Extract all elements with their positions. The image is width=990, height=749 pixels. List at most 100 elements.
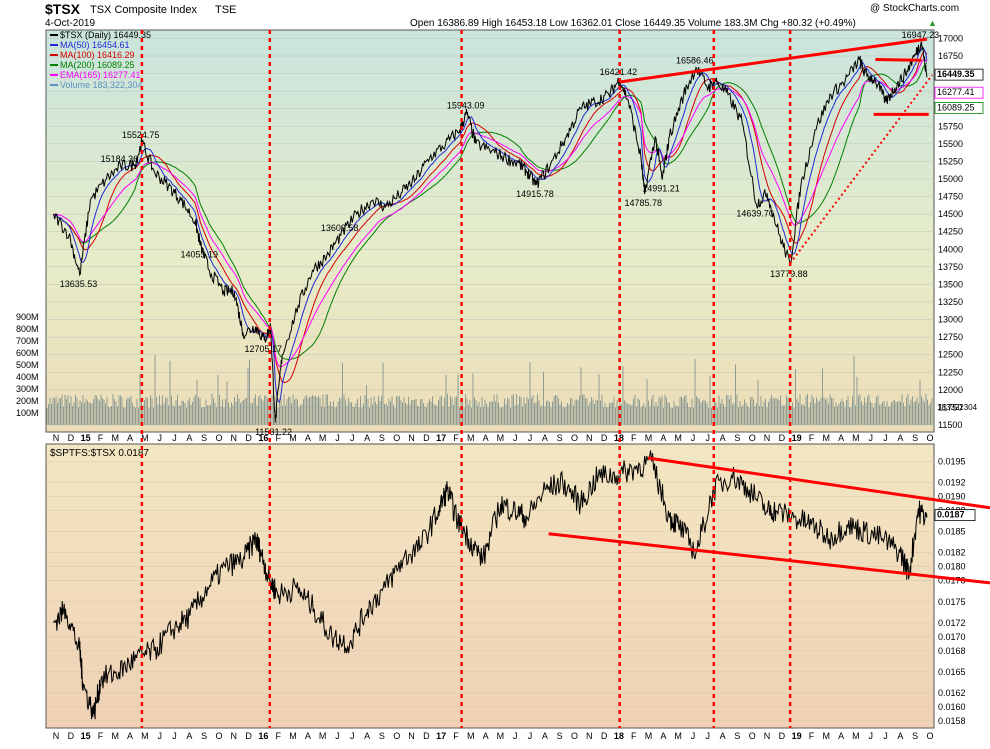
ratio-x-tick: O xyxy=(571,731,578,741)
price-x-tick: S xyxy=(379,433,385,443)
price-x-tick: F xyxy=(453,433,459,443)
price-x-tick: J xyxy=(172,433,177,443)
ratio-tick-label: 0.0172 xyxy=(938,618,966,628)
ratio-x-tick: M xyxy=(674,731,682,741)
ratio-x-tick: A xyxy=(364,731,370,741)
ratio-x-tick: M xyxy=(497,731,505,741)
ratio-title: $SPTFS:$TSX 0.0187 xyxy=(50,448,149,459)
price-tick-label: 11500 xyxy=(938,420,962,430)
ratio-y-axis: 0.0158 0.0160 0.0162 0.0165 0.0168 0.0170 0.01… xyxy=(934,457,976,726)
legend-entry: MA(200) 16089.25 xyxy=(60,60,135,70)
legend-entry: EMA(165) 16277.41 xyxy=(60,70,141,80)
volume-tick-label: 400M xyxy=(16,372,39,382)
legend-entry: MA(50) 16454.61 xyxy=(60,40,130,50)
ratio-x-tick: F xyxy=(809,731,815,741)
ratio-upper-channel xyxy=(647,456,990,510)
ratio-x-tick: S xyxy=(734,731,740,741)
price-tick-label: 13750 xyxy=(938,262,963,272)
ratio-tick-label: 0.0190 xyxy=(938,492,966,502)
ratio-x-tick: J xyxy=(706,731,711,741)
chart-date: 4-Oct-2019 xyxy=(45,18,95,29)
price-series xyxy=(53,41,928,423)
quote-line: Open 16386.89 High 16453.18 Low 16362.01… xyxy=(410,18,856,29)
legend-entry: $TSX (Daily) 16449.35 xyxy=(60,30,151,40)
price-x-tick: M xyxy=(823,433,831,443)
price-annotation: 14785.78 xyxy=(625,198,663,208)
price-annotation: 12705.17 xyxy=(244,344,282,354)
ratio-x-tick: M xyxy=(319,731,327,741)
price-annotation: 16586.46 xyxy=(676,56,714,66)
price-tick-label: 12500 xyxy=(938,350,963,360)
ratio-x-tick: S xyxy=(201,731,207,741)
price-x-tick: S xyxy=(201,433,207,443)
ratio-x-tick: A xyxy=(483,731,489,741)
price-x-tick: O xyxy=(749,433,756,443)
ratio-x-tick: F xyxy=(98,731,104,741)
price-x-tick: A xyxy=(897,433,903,443)
exchange-label: TSE xyxy=(215,4,236,16)
price-annotation: 13609.58 xyxy=(321,223,359,233)
ratio-x-tick: A xyxy=(127,731,133,741)
price-x-tick: A xyxy=(186,433,192,443)
price-x-tick: 16 xyxy=(258,433,268,443)
price-tick-label: 14000 xyxy=(938,244,963,254)
price-x-tick: D xyxy=(779,433,786,443)
ratio-line xyxy=(53,450,928,720)
price-x-tick: M xyxy=(467,433,475,443)
legend-entry: Volume 183,322,304 xyxy=(60,80,143,90)
volume-tick-label: 600M xyxy=(16,348,39,358)
volume-tick-label: 500M xyxy=(16,360,39,370)
ratio-x-tick: J xyxy=(691,731,696,741)
ratio-tick-label: 0.0182 xyxy=(938,548,966,558)
last-value-label: 16449.35 xyxy=(937,69,975,79)
ratio-x-tick: A xyxy=(897,731,903,741)
volume-bars xyxy=(46,354,933,425)
ratio-x-tick: N xyxy=(231,731,238,741)
ratio-x-tick: J xyxy=(513,731,518,741)
price-x-tick: A xyxy=(364,433,370,443)
ratio-x-tick: D xyxy=(245,731,252,741)
ratio-x-tick: J xyxy=(868,731,873,741)
ratio-tick-label: 0.0192 xyxy=(938,478,966,488)
price-x-tick: D xyxy=(68,433,75,443)
ratio-tick-label: 0.0195 xyxy=(938,457,966,467)
price-x-tick: M xyxy=(112,433,120,443)
price-x-tick: J xyxy=(706,433,711,443)
ratio-tick-label: 0.0168 xyxy=(938,646,966,656)
ratio-x-tick: 18 xyxy=(614,731,624,741)
ratio-panel xyxy=(45,443,935,729)
price-x-tick: 19 xyxy=(792,433,802,443)
price-x-tick: A xyxy=(720,433,726,443)
price-x-tick: S xyxy=(912,433,918,443)
price-x-tick: O xyxy=(571,433,578,443)
ratio-tick-label: 0.0185 xyxy=(938,527,966,537)
price-tick-label: 12000 xyxy=(938,385,963,395)
upper-channel-line xyxy=(619,37,928,84)
last-value-label: 16089.25 xyxy=(937,102,975,112)
ratio-x-tick: S xyxy=(557,731,563,741)
price-x-tick: J xyxy=(868,433,873,443)
price-x-tick: S xyxy=(734,433,740,443)
ma100-line xyxy=(53,50,928,384)
volume-tick-label: 300M xyxy=(16,384,39,394)
ratio-x-tick: D xyxy=(779,731,786,741)
ratio-tick-label: 0.0158 xyxy=(938,716,966,726)
price-x-tick: O xyxy=(215,433,222,443)
price-x-tick: F xyxy=(275,433,281,443)
ratio-x-tick: J xyxy=(157,731,162,741)
price-tick-label: 15250 xyxy=(938,156,963,166)
price-x-tick: 15 xyxy=(81,433,91,443)
ratio-x-tick: O xyxy=(215,731,222,741)
ratio-x-tick: N xyxy=(408,731,415,741)
ratio-x-tick: J xyxy=(335,731,340,741)
price-annotation: 14991.21 xyxy=(642,184,680,194)
price-x-tick: 17 xyxy=(436,433,446,443)
ratio-x-tick: N xyxy=(586,731,593,741)
ratio-x-tick: A xyxy=(660,731,666,741)
ratio-tick-label: 0.0160 xyxy=(938,702,966,712)
ma50-line xyxy=(53,47,928,403)
last-value-box xyxy=(934,86,984,99)
price-tick-label: 15000 xyxy=(938,174,963,184)
